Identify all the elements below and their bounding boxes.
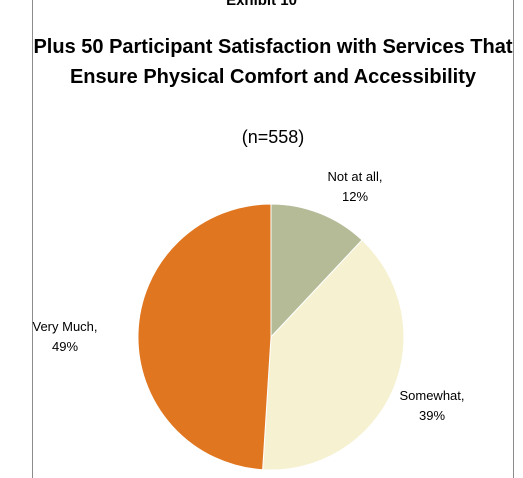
slice-label-category: Somewhat, (399, 388, 465, 403)
frame-border-left (32, 0, 33, 478)
exhibit-label: Exhibit 10 (226, 0, 297, 9)
slice-label-value: 39% (418, 408, 446, 423)
pie-slice-somewhat (262, 239, 405, 471)
chart-subtitle: (n=558) (241, 127, 305, 147)
frame-border-right (513, 0, 514, 478)
slice-label-category: Not at all, (327, 169, 383, 184)
pie-slice-very-much (137, 203, 272, 471)
pie-slice-not-at-all (270, 203, 363, 339)
slice-label-value: 12% (341, 189, 369, 204)
slice-label-somewhat: Somewhat, 39% (377, 386, 487, 426)
chart-title: Plus 50 Participant Satisfaction with Se… (33, 36, 513, 88)
slice-label-category: Very Much, (32, 319, 98, 334)
slice-label-not-at-all: Not at all, 12% (300, 167, 410, 207)
slice-label-value: 49% (51, 339, 79, 354)
slice-label-very-much: Very Much, 49% (10, 317, 120, 357)
